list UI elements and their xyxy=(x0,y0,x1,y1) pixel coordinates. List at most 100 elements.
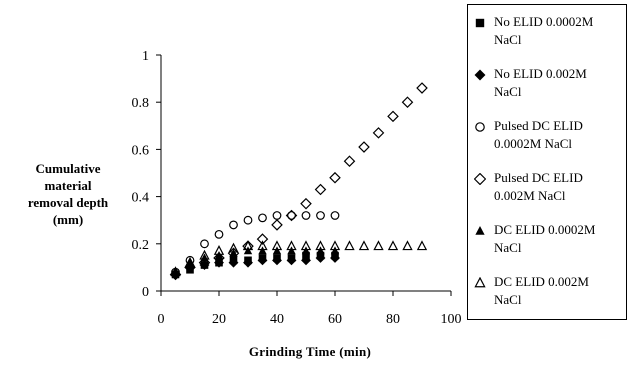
data-point xyxy=(242,240,254,251)
data-point xyxy=(170,266,181,277)
data-point xyxy=(330,211,340,220)
data-point xyxy=(272,255,282,266)
data-point xyxy=(214,251,224,260)
y-axis-label-line: (mm) xyxy=(52,212,84,227)
data-point xyxy=(344,240,355,251)
data-point xyxy=(287,246,296,255)
series-open-circle xyxy=(171,211,340,277)
chart-axes xyxy=(156,54,452,296)
filled-square-icon xyxy=(475,18,485,28)
series-open-triangle xyxy=(170,240,428,277)
data-point xyxy=(271,240,283,251)
legend-marker-shape xyxy=(474,173,486,185)
data-point xyxy=(258,213,267,223)
data-point xyxy=(402,240,413,251)
data-point xyxy=(316,246,325,255)
legend-label: DC ELID 0.0002M NaCl xyxy=(494,222,596,255)
data-point xyxy=(330,246,340,255)
legend-marker-shape xyxy=(475,18,485,28)
data-point xyxy=(286,255,297,266)
legend-item-pulsed-dc-0-0002m: Pulsed DC ELID 0.0002M NaCl xyxy=(474,117,624,165)
chart-plot: 0 20 40 60 80 100 0 0.2 0.4 0.6 0.8 1 xyxy=(132,49,462,327)
data-point xyxy=(285,209,298,222)
data-point xyxy=(272,211,282,220)
legend-item-no-elid-0-002m: No ELID 0.002M NaCl xyxy=(474,65,624,113)
data-point xyxy=(271,219,283,231)
tick-labels: 0 20 40 60 80 100 0 0.2 0.4 0.6 0.8 1 xyxy=(132,49,462,327)
data-point xyxy=(315,240,326,251)
y-axis-label: Cumulative material removal depth (mm) xyxy=(4,160,132,228)
y-tick-label: 0.2 xyxy=(132,238,150,253)
y-tick-label: 0 xyxy=(142,285,149,300)
legend-label: Pulsed DC ELID 0.002M NaCl xyxy=(494,170,583,203)
series-filled-square xyxy=(171,251,339,279)
legend-marker-shape xyxy=(474,277,486,288)
legend-item-pulsed-dc-0-002m: Pulsed DC ELID 0.002M NaCl xyxy=(474,169,624,217)
data-point xyxy=(301,246,311,255)
data-point xyxy=(229,220,238,230)
data-point xyxy=(257,255,268,266)
data-point xyxy=(300,197,312,210)
legend: No ELID 0.0002M NaCl No ELID 0.002M NaCl… xyxy=(467,4,627,320)
data-point xyxy=(287,211,296,220)
x-tick-label: 20 xyxy=(212,312,226,327)
data-point xyxy=(401,96,414,108)
open-diamond-icon xyxy=(474,173,486,185)
data-point xyxy=(286,240,297,251)
legend-label: No ELID 0.002M NaCl xyxy=(494,66,587,99)
y-tick-label: 0.4 xyxy=(132,191,150,206)
data-point xyxy=(314,183,327,196)
data-point xyxy=(358,240,370,251)
data-point xyxy=(257,240,268,251)
data-point xyxy=(213,252,225,264)
y-tick-label: 0.6 xyxy=(132,143,150,158)
data-point xyxy=(214,229,224,239)
data-point xyxy=(199,249,210,260)
data-point xyxy=(301,255,311,266)
data-point xyxy=(316,211,325,220)
open-triangle-icon xyxy=(474,277,486,288)
data-point xyxy=(184,256,196,267)
open-circle-icon xyxy=(475,122,485,132)
data-point xyxy=(315,253,326,263)
data-point xyxy=(416,82,428,94)
data-point xyxy=(228,257,239,268)
data-point xyxy=(330,253,340,263)
legend-item-dc-0-0002m: DC ELID 0.0002M NaCl xyxy=(474,221,624,269)
y-axis-label-line: material xyxy=(44,178,92,193)
data-point xyxy=(185,258,195,267)
y-tick-label: 0.8 xyxy=(132,96,150,111)
data-point xyxy=(329,171,341,184)
legend-label: No ELID 0.0002M NaCl xyxy=(494,14,594,47)
data-point xyxy=(387,110,399,123)
x-tick-label: 80 xyxy=(386,312,400,327)
data-point xyxy=(343,155,356,167)
data-point xyxy=(229,248,238,257)
legend-marker-shape xyxy=(475,122,485,132)
legend-label: DC ELID 0.002M NaCl xyxy=(494,274,589,307)
data-point xyxy=(199,260,210,270)
x-tick-label: 60 xyxy=(328,312,342,327)
filled-diamond-icon xyxy=(474,69,486,81)
data-point xyxy=(200,239,209,249)
legend-marker-shape xyxy=(475,225,485,235)
filled-triangle-icon xyxy=(475,225,485,235)
series-filled-triangle xyxy=(171,246,340,276)
data-point xyxy=(387,240,399,251)
data-marks xyxy=(169,82,428,281)
legend-item-no-elid-0-0002m: No ELID 0.0002M NaCl xyxy=(474,13,624,61)
legend-item-dc-0-002m: DC ELID 0.002M NaCl xyxy=(474,273,624,321)
data-point xyxy=(272,246,282,255)
data-point xyxy=(416,240,428,251)
x-tick-label: 100 xyxy=(441,312,462,327)
x-tick-label: 0 xyxy=(158,312,165,327)
y-tick-label: 1 xyxy=(142,49,149,64)
data-point xyxy=(243,215,253,225)
data-point xyxy=(213,245,225,255)
data-point xyxy=(228,242,239,253)
data-point xyxy=(243,257,253,268)
series-filled-diamond xyxy=(170,253,340,280)
data-point xyxy=(256,233,269,245)
data-point xyxy=(329,240,341,251)
data-point xyxy=(301,211,311,220)
